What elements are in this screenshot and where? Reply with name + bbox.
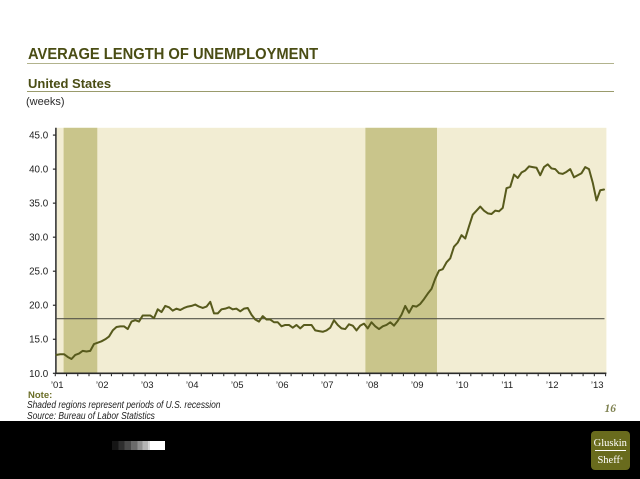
svg-text:’08: ’08 <box>366 380 379 391</box>
svg-text:’05: ’05 <box>231 380 244 391</box>
svg-text:35.0: 35.0 <box>29 199 49 210</box>
svg-text:’07: ’07 <box>321 380 334 391</box>
svg-text:20.0: 20.0 <box>29 301 49 312</box>
svg-text:’13: ’13 <box>591 380 604 391</box>
svg-text:’01: ’01 <box>51 380 64 391</box>
svg-text:’06: ’06 <box>276 380 289 391</box>
svg-text:’09: ’09 <box>411 380 424 391</box>
svg-text:40.0: 40.0 <box>29 165 49 176</box>
svg-text:’04: ’04 <box>186 380 199 391</box>
svg-text:25.0: 25.0 <box>29 267 49 278</box>
svg-text:’11: ’11 <box>501 380 513 391</box>
svg-text:15.0: 15.0 <box>29 335 49 346</box>
svg-text:’12: ’12 <box>546 380 559 391</box>
svg-text:45.0: 45.0 <box>29 131 49 142</box>
svg-text:’03: ’03 <box>141 380 154 391</box>
svg-text:30.0: 30.0 <box>29 233 49 244</box>
svg-text:’02: ’02 <box>96 380 109 391</box>
svg-text:’10: ’10 <box>456 380 469 391</box>
svg-text:10.0: 10.0 <box>29 369 49 380</box>
